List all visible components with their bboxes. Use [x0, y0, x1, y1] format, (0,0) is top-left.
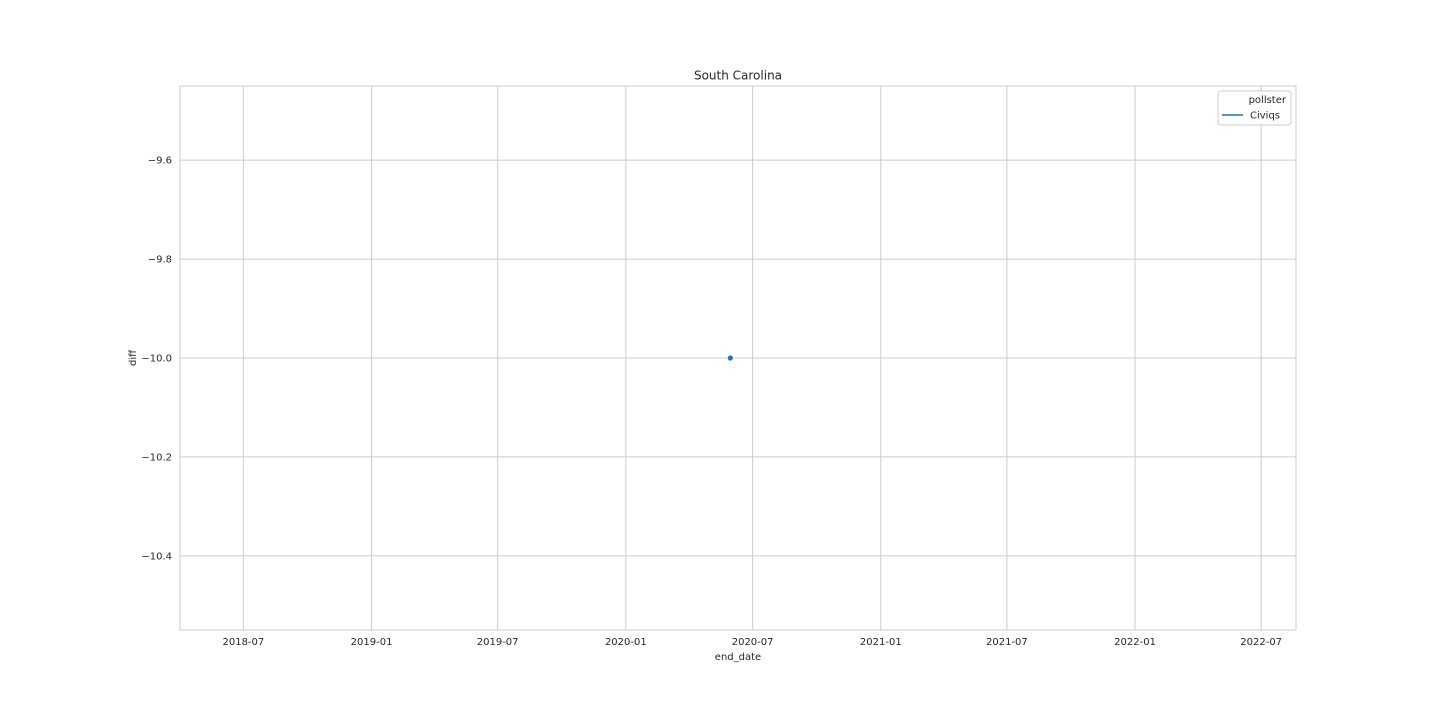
x-tick-label: 2022-01	[1114, 637, 1156, 648]
legend: pollster Civiqs	[1217, 90, 1292, 126]
x-tick-label: 2018-07	[222, 637, 264, 648]
chart-title: South Carolina	[694, 69, 782, 83]
x-tick-label: 2020-01	[605, 637, 647, 648]
x-axis-label: end_date	[715, 652, 761, 663]
y-tick-label: −10.0	[141, 354, 172, 365]
x-tick-label: 2020-07	[732, 637, 774, 648]
plot-area-frame	[179, 85, 1297, 631]
y-axis-label: diff	[128, 349, 139, 366]
legend-box	[1217, 90, 1292, 126]
y-tick-label: −10.2	[141, 452, 172, 463]
legend-label-civiqs: Civiqs	[1250, 111, 1280, 122]
x-tick-label: 2021-07	[986, 637, 1028, 648]
y-tick-label: −9.8	[148, 255, 172, 266]
y-gridlines	[180, 159, 1296, 557]
x-tick-label: 2019-01	[351, 637, 393, 648]
x-tick-label: 2019-07	[477, 637, 519, 648]
x-tick-labels: 2018-07 2019-01 2019-07 2020-01 2020-07 2021-…	[222, 637, 1282, 648]
data-marks	[727, 355, 733, 361]
x-tick-label: 2021-01	[860, 637, 902, 648]
y-tick-label: −10.4	[141, 551, 172, 562]
data-point	[727, 355, 733, 361]
y-tick-label: −9.6	[148, 156, 172, 167]
legend-title: pollster	[1249, 95, 1287, 106]
y-tick-labels: −9.6 −9.8 −10.0 −10.2 −10.4	[141, 156, 172, 563]
x-tick-label: 2022-07	[1240, 637, 1282, 648]
